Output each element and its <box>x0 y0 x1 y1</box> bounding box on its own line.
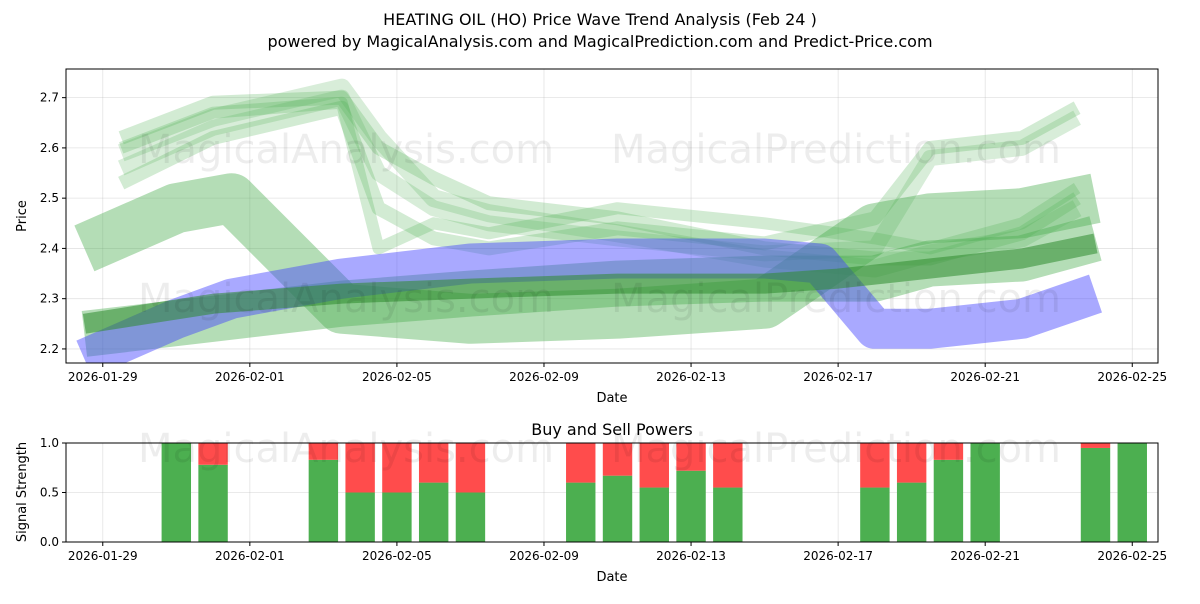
price-x-tick-label: 2026-01-29 <box>68 370 138 384</box>
buy-bar <box>713 487 743 542</box>
price-x-tick-label: 2026-02-21 <box>950 370 1020 384</box>
watermark-prediction-top: MagicalPrediction.com <box>611 127 1061 173</box>
watermark-analysis-top: MagicalAnalysis.com <box>138 127 554 173</box>
buy-sell-x-tick-label: 2026-02-05 <box>362 549 432 563</box>
buy-bar <box>418 482 449 542</box>
sell-bar <box>896 443 927 483</box>
buy-bar <box>676 470 706 542</box>
buy-bar <box>970 443 1000 542</box>
sell-bar <box>566 443 596 483</box>
buy-sell-x-tick-label: 2026-02-09 <box>509 549 579 563</box>
buy-bar <box>1117 443 1147 542</box>
price-x-tick-label: 2026-02-17 <box>803 370 873 384</box>
buy-bar <box>1080 447 1111 542</box>
buy-sell-y-tick-label: 0.5 <box>40 486 59 500</box>
buy-sell-y-ticks: 0.0 0.5 1.0 <box>40 436 66 549</box>
sell-bar <box>418 443 449 483</box>
buy-sell-x-tick-label: 2026-01-29 <box>68 549 138 563</box>
buy-sell-y-tick-label: 0.0 <box>40 535 59 549</box>
price-x-tick-label: 2026-02-13 <box>656 370 726 384</box>
buy-sell-x-ticks: 2026-01-29 2026-02-01 2026-02-05 2026-02-09… <box>68 542 1167 563</box>
price-x-ticks: 2026-01-29 2026-02-01 2026-02-05 2026-02-09… <box>68 363 1167 384</box>
sell-bar <box>382 443 412 493</box>
price-series-5 <box>119 96 1081 255</box>
sell-bar <box>639 443 669 488</box>
sell-bar <box>1080 443 1111 448</box>
sell-bar <box>455 443 486 493</box>
buy-sell-bars <box>161 443 1147 542</box>
buy-bar <box>198 464 228 542</box>
sell-bar <box>676 443 706 471</box>
price-x-axis-label: Date <box>596 391 627 406</box>
price-x-tick-label: 2026-02-25 <box>1097 370 1167 384</box>
price-series-3 <box>117 89 1081 262</box>
price-x-tick-label: 2026-02-01 <box>215 370 285 384</box>
watermark-analysis-bottom: MagicalAnalysis.com <box>138 426 554 472</box>
buy-sell-y-axis-label: Signal Strength <box>15 442 30 542</box>
price-grid <box>66 69 1158 363</box>
sell-bar <box>198 443 228 465</box>
buy-bar <box>860 487 890 542</box>
buy-bar <box>639 487 669 542</box>
buy-sell-x-tick-label: 2026-02-25 <box>1097 549 1167 563</box>
buy-bar <box>602 475 633 542</box>
price-y-ticks: 2.2 2.3 2.4 2.5 2.6 2.7 <box>40 91 66 356</box>
price-series-6 <box>74 173 1101 344</box>
buy-sell-x-tick-label: 2026-02-01 <box>215 549 285 563</box>
sell-bar <box>713 443 743 488</box>
buy-sell-x-tick-label: 2026-02-17 <box>803 549 873 563</box>
price-series-layer <box>74 78 1102 363</box>
price-series-4 <box>118 100 1081 256</box>
watermark-prediction-bottom: MagicalPrediction.com <box>611 426 1061 472</box>
buy-sell-x-tick-label: 2026-02-13 <box>656 549 726 563</box>
watermark-analysis-mid: MagicalAnalysis.com <box>138 276 554 322</box>
price-y-tick-label: 2.5 <box>40 191 59 205</box>
price-y-tick-label: 2.3 <box>40 292 59 306</box>
price-x-tick-label: 2026-02-09 <box>509 370 579 384</box>
buy-bar <box>896 482 927 542</box>
buy-sell-chart: Buy and Sell Powers MagicalAnalysis.com … <box>15 420 1167 585</box>
watermark-prediction-mid: MagicalPrediction.com <box>611 276 1061 322</box>
buy-bar <box>161 443 192 542</box>
buy-bar <box>566 482 596 542</box>
buy-bar <box>933 459 964 542</box>
price-plot-area <box>66 69 1158 363</box>
price-series-2 <box>117 78 1082 278</box>
price-y-tick-label: 2.7 <box>40 91 59 105</box>
buy-sell-x-axis-label: Date <box>596 570 627 585</box>
price-y-tick-label: 2.6 <box>40 141 59 155</box>
buy-bar <box>345 492 375 542</box>
price-chart: MagicalAnalysis.com MagicalPrediction.co… <box>15 68 1167 406</box>
sell-bar <box>602 443 633 476</box>
buy-bar <box>455 492 486 542</box>
buy-sell-x-tick-label: 2026-02-21 <box>950 549 1020 563</box>
price-y-tick-label: 2.4 <box>40 241 59 255</box>
buy-bar <box>308 459 339 542</box>
figure-title: HEATING OIL (HO) Price Wave Trend Analys… <box>383 10 817 29</box>
price-plot-frame <box>65 68 1159 364</box>
sell-bar <box>308 443 339 460</box>
buy-sell-y-tick-label: 1.0 <box>40 436 59 450</box>
buy-bar <box>382 492 412 542</box>
price-series-1 <box>118 90 1081 266</box>
price-x-tick-label: 2026-02-05 <box>362 370 432 384</box>
price-y-axis-label: Price <box>15 200 30 232</box>
sell-bar <box>345 443 375 493</box>
price-series-9 <box>82 233 1098 334</box>
figure-subtitle: powered by MagicalAnalysis.com and Magic… <box>267 32 932 51</box>
sell-bar <box>860 443 890 488</box>
price-y-tick-label: 2.2 <box>40 342 59 356</box>
sell-bar <box>933 443 964 460</box>
buy-sell-title: Buy and Sell Powers <box>531 420 693 439</box>
